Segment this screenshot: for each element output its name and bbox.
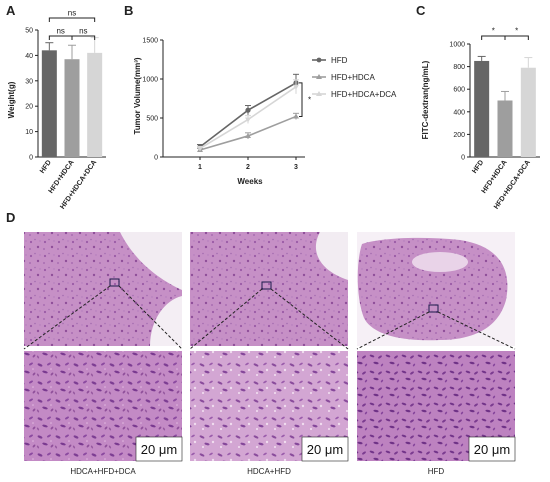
y-tick-label: 1000 bbox=[449, 42, 465, 49]
significance-label: ns bbox=[79, 27, 87, 36]
caption-1: HDCA+HFD+DCA bbox=[70, 467, 136, 476]
panel-label-b: B bbox=[124, 3, 133, 18]
legend-marker bbox=[316, 74, 322, 79]
legend-label: HFD bbox=[331, 56, 348, 65]
scale-bar-label: 20 μm bbox=[141, 442, 177, 457]
y-tick-label: 800 bbox=[453, 64, 465, 71]
significance-bracket bbox=[299, 82, 303, 117]
scale-bar-3: 20 μm bbox=[468, 436, 516, 462]
y-tick-label: 0 bbox=[461, 155, 465, 162]
y-tick-label: 0 bbox=[154, 155, 158, 162]
y-tick-label: 200 bbox=[453, 132, 465, 139]
significance-bracket bbox=[48, 35, 73, 40]
x-tick-label: 3 bbox=[294, 164, 298, 171]
data-point bbox=[245, 107, 251, 113]
y-tick-label: 40 bbox=[25, 53, 33, 60]
y-tick-label: 600 bbox=[453, 87, 465, 94]
histology-panel: 20 μm 20 μm 20 μm HDCA+HFD+DCA HDCA+HFD … bbox=[23, 232, 516, 476]
y-tick-label: 50 bbox=[25, 28, 33, 35]
significance-bracket bbox=[71, 35, 96, 40]
bar bbox=[497, 100, 513, 157]
caption-2: HDCA+HFD bbox=[247, 467, 291, 476]
data-point bbox=[293, 84, 299, 90]
zoom-region-box bbox=[428, 304, 439, 313]
data-point bbox=[197, 146, 203, 152]
bar bbox=[41, 50, 57, 157]
data-point bbox=[293, 113, 299, 119]
data-point bbox=[245, 132, 251, 138]
y-tick-label: 10 bbox=[25, 129, 33, 136]
y-tick-label: 400 bbox=[453, 109, 465, 116]
scale-bar-2: 20 μm bbox=[301, 436, 349, 462]
y-tick-label: 1500 bbox=[142, 38, 158, 45]
scale-bar-label: 20 μm bbox=[474, 442, 510, 457]
significance-label: * bbox=[492, 27, 495, 36]
y-tick-label: 30 bbox=[25, 78, 33, 85]
significance-label: * bbox=[308, 96, 311, 105]
bar bbox=[474, 60, 490, 158]
significance-label: ns bbox=[68, 9, 76, 18]
significance-bracket bbox=[48, 17, 96, 22]
bar bbox=[520, 67, 536, 157]
scale-bar-1: 20 μm bbox=[135, 436, 183, 462]
y-tick-label: 20 bbox=[25, 104, 33, 111]
legend-marker bbox=[316, 91, 322, 96]
zoom-region-box bbox=[109, 278, 120, 287]
overview-image-3 bbox=[357, 232, 515, 346]
legend-label: HFD+HDCA bbox=[331, 73, 375, 82]
category-label: HFD bbox=[39, 159, 53, 175]
significance-bracket bbox=[504, 35, 529, 40]
bar bbox=[64, 59, 80, 157]
panel-label-a: A bbox=[6, 3, 16, 18]
category-label: HFD bbox=[471, 159, 485, 175]
y-axis-label: Weight(g) bbox=[7, 81, 16, 118]
x-tick-label: 2 bbox=[246, 164, 250, 171]
panel-label-d: D bbox=[6, 210, 15, 225]
x-tick-label: 1 bbox=[198, 164, 202, 171]
caption-3: HFD bbox=[428, 467, 445, 476]
legend-marker bbox=[316, 57, 322, 63]
overview-image-1 bbox=[24, 232, 182, 346]
scale-bar-label: 20 μm bbox=[307, 442, 343, 457]
significance-bracket bbox=[481, 35, 506, 40]
significance-label: * bbox=[515, 27, 518, 36]
chart-c: FITC-dextran(ng/mL) 0 200 400 600 800 1000 HF… bbox=[421, 27, 540, 211]
y-axis-label: FITC-dextran(ng/mL) bbox=[421, 60, 430, 139]
y-axis-label: Tumor Volume(mm³) bbox=[133, 57, 142, 134]
bar bbox=[87, 52, 103, 157]
overview-image-2 bbox=[190, 232, 348, 346]
zoom-connectors bbox=[23, 285, 516, 350]
x-axis-label: Weeks bbox=[237, 177, 263, 186]
data-point bbox=[245, 117, 251, 123]
legend-label: HFD+HDCA+DCA bbox=[331, 90, 397, 99]
y-tick-label: 1000 bbox=[142, 77, 158, 84]
y-tick-label: 0 bbox=[29, 155, 33, 162]
y-tick-label: 500 bbox=[146, 116, 158, 123]
significance-label: ns bbox=[56, 27, 64, 36]
zoom-region-box bbox=[261, 281, 272, 290]
panel-label-c: C bbox=[416, 3, 426, 18]
